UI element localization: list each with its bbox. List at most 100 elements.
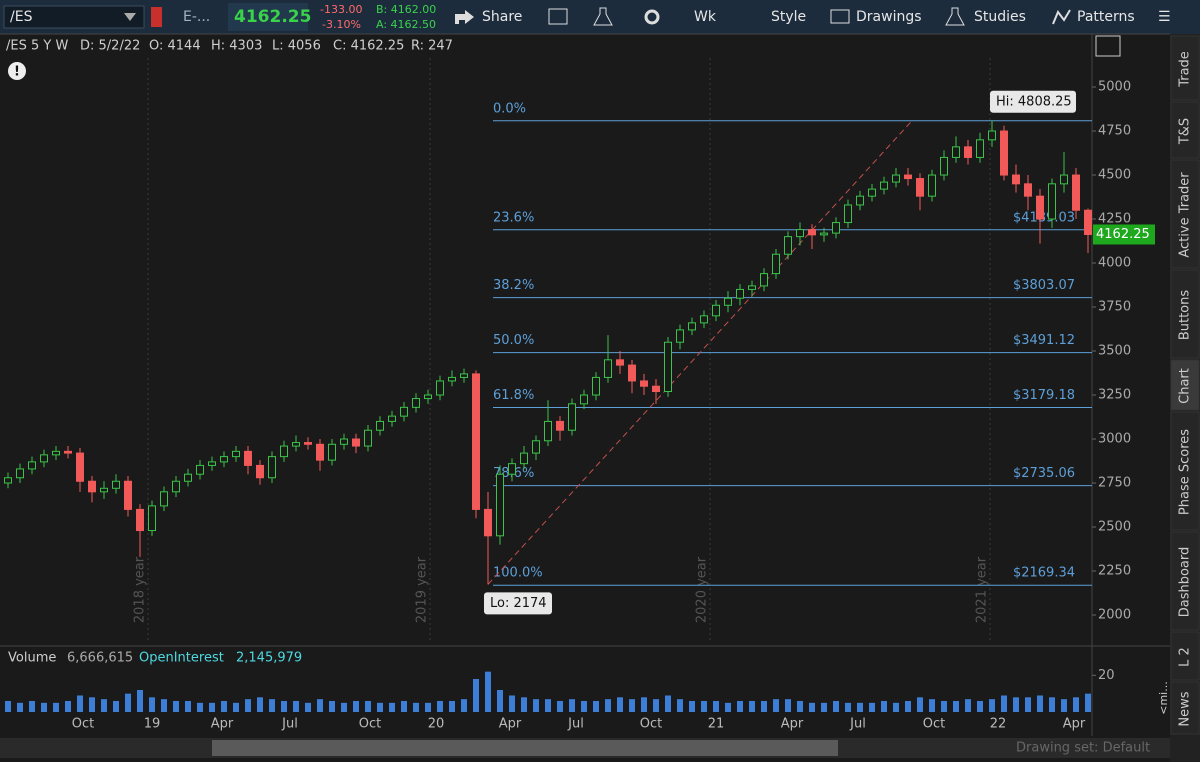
bid: B: 4162.00 [376, 3, 436, 16]
volume-label: Volume [8, 651, 56, 666]
calendar-icon[interactable] [548, 8, 568, 25]
fib-price-label: $2169.34 [1013, 566, 1075, 581]
side-tab-label[interactable]: Trade [1178, 51, 1193, 88]
candle-body [520, 452, 528, 465]
volume-bar [749, 701, 755, 712]
patterns-button[interactable]: Patterns [1077, 9, 1135, 25]
x-tick-label: Apr [781, 717, 804, 732]
candle-body [736, 288, 744, 299]
patterns-icon[interactable] [1052, 9, 1071, 25]
volume-bar [545, 699, 551, 712]
volume-bar [725, 702, 731, 712]
side-tab-label[interactable]: Active Trader [1178, 172, 1193, 258]
x-tick-label: Apr [1063, 717, 1086, 732]
volume-bar [29, 701, 35, 712]
scale-icon[interactable] [1095, 35, 1121, 57]
flask-icon[interactable] [593, 7, 613, 26]
alert-icon[interactable] [151, 7, 162, 27]
dropdown-arrow[interactable] [124, 13, 136, 21]
candle-body [304, 442, 312, 445]
volume-bar [497, 690, 503, 712]
fib-price-label: $3491.12 [1013, 333, 1075, 348]
side-tab[interactable] [1170, 631, 1200, 681]
candle-body [256, 464, 264, 479]
fib-pct-label: 50.0% [493, 333, 534, 348]
alert-badge-mark[interactable]: ! [14, 65, 20, 80]
volume-bar [317, 699, 323, 712]
candle-body [940, 156, 948, 176]
candle-body [316, 443, 324, 461]
side-tab[interactable] [1170, 35, 1200, 101]
side-tab-label[interactable]: Chart [1178, 368, 1193, 404]
drawing-set[interactable]: Drawing set: Default [1016, 741, 1150, 756]
volume-bar [1001, 695, 1007, 712]
volume-bar [665, 695, 671, 712]
candle-body [952, 146, 960, 158]
candle-body [772, 253, 780, 275]
side-tab[interactable] [1170, 531, 1200, 631]
candle-body [628, 364, 636, 382]
y-tick-label: 3250 [1098, 388, 1131, 403]
candle-body [652, 385, 660, 393]
share-button[interactable]: Share [482, 9, 522, 25]
studies-button[interactable]: Studies [974, 9, 1026, 25]
candle-body [1072, 174, 1080, 211]
side-tab-label[interactable]: News [1178, 691, 1193, 726]
side-tab[interactable] [1170, 359, 1200, 411]
side-tab-label[interactable]: Dashboard [1178, 547, 1193, 618]
side-tab[interactable] [1170, 101, 1200, 159]
period-label: 2019 year [415, 556, 430, 623]
side-tab-label[interactable]: L 2 [1178, 647, 1193, 667]
style-button[interactable]: Style [771, 9, 806, 25]
side-tab-label[interactable]: Buttons [1178, 290, 1193, 341]
drawings-icon[interactable] [830, 9, 850, 24]
volume-bar [1061, 699, 1067, 712]
volume-bar [857, 702, 863, 712]
candle-body [592, 376, 600, 396]
toolbar [0, 0, 1200, 34]
share-icon[interactable] [455, 10, 474, 24]
candle-body [40, 454, 48, 463]
side-tab[interactable] [1170, 411, 1200, 531]
drawings-button[interactable]: Drawings [856, 9, 922, 25]
studies-icon[interactable] [945, 7, 965, 26]
volume-bar [569, 699, 575, 712]
info-item: D: 5/2/22 [80, 39, 140, 54]
period-button[interactable]: Wk [694, 9, 717, 25]
y-tick-label: 2750 [1098, 476, 1131, 491]
x-tick-label: Jul [567, 717, 584, 732]
volume-total: 6,666,615 [67, 651, 133, 666]
candle-body [1012, 174, 1020, 185]
symbol-box[interactable] [3, 5, 145, 29]
axis-toggle[interactable]: <mi... [1157, 681, 1170, 714]
volume-bar [1037, 695, 1043, 712]
volume-bar [929, 699, 935, 712]
side-tab-label[interactable]: Phase Scores [1178, 429, 1193, 515]
side-tab[interactable] [1170, 269, 1200, 359]
volume-bar [605, 699, 611, 712]
candle-body [244, 450, 252, 466]
y-tick-label: 3000 [1098, 432, 1131, 447]
last-price: 4162.25 [234, 7, 311, 27]
volume-bar [341, 702, 347, 712]
volume-bar [461, 699, 467, 712]
alert-badge[interactable] [8, 62, 26, 80]
volume-bar [125, 693, 131, 712]
candle-body [52, 450, 60, 456]
candle-body [976, 139, 984, 158]
side-tab[interactable] [1170, 159, 1200, 269]
settings-icon[interactable] [644, 9, 660, 25]
side-tab[interactable] [1170, 681, 1200, 735]
candle-body [544, 420, 552, 442]
menu-button[interactable]: ☰ [1158, 9, 1171, 25]
fib-price-label: $2735.06 [1013, 466, 1075, 481]
candle-body [100, 487, 108, 493]
scrollbar-thumb[interactable] [212, 740, 838, 756]
candle-body [1060, 174, 1068, 185]
x-tick-label: Oct [72, 717, 94, 732]
candle-body [856, 195, 864, 206]
volume-bar [869, 702, 875, 712]
y-tick-label: 4000 [1098, 256, 1131, 271]
side-tab-label[interactable]: T&S [1178, 118, 1193, 145]
